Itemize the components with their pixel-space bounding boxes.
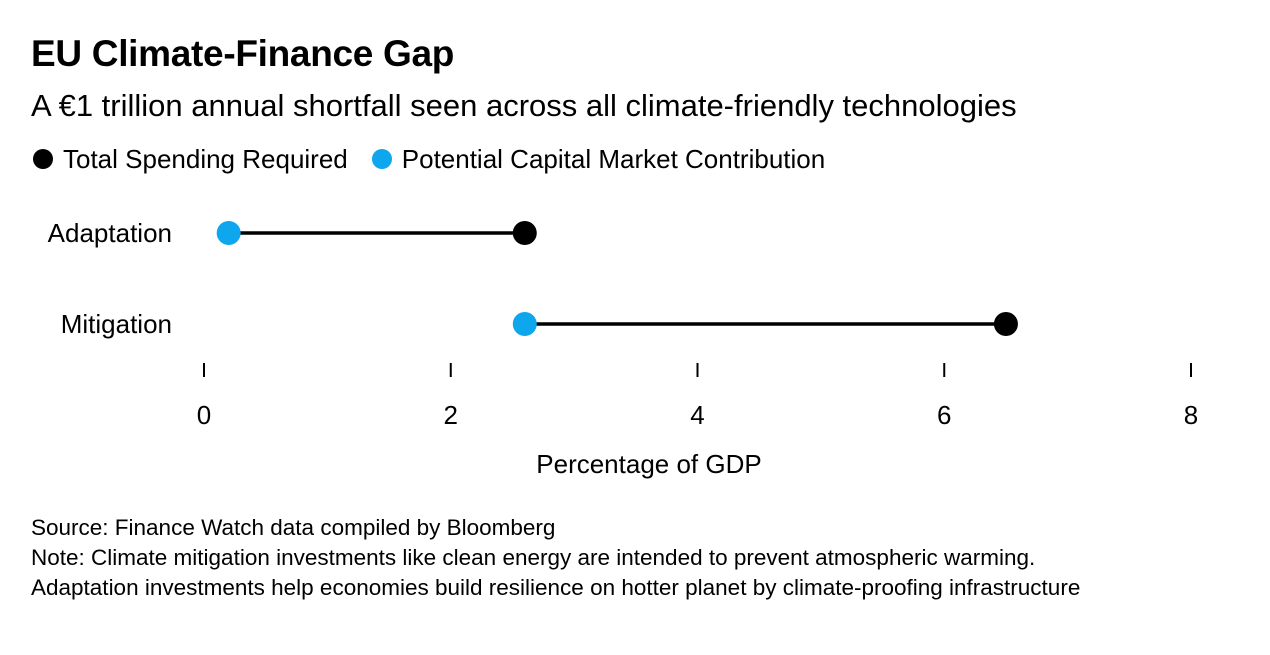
x-tick-label: 4 (690, 400, 704, 430)
point-mitigation-total (993, 312, 1018, 336)
point-mitigation-capital-market (512, 312, 537, 336)
x-tick-label: 2 (444, 400, 458, 430)
category-labels: Adaptation Mitigation (48, 218, 172, 339)
legend-item-capital-market: Potential Capital Market Contribution (371, 143, 826, 175)
x-tick-label: 0 (197, 400, 211, 430)
x-axis: 0 2 4 6 8 (197, 363, 1198, 430)
legend-item-total: Total Spending Required (33, 144, 348, 175)
x-tick-label: 8 (1184, 400, 1198, 430)
source-note: Source: Finance Watch data compiled by B… (31, 515, 556, 540)
x-tick-label: 6 (937, 400, 951, 430)
legend-label-capital-market: Potential Capital Market Contribution (401, 143, 826, 174)
dumbbell-chart: Adaptation Mitigation 0 2 4 6 8 Percentage of… (48, 218, 1199, 479)
x-axis-label: Percentage of GDP (536, 449, 761, 479)
legend: Total Spending Required Potential Capita… (33, 143, 849, 175)
legend-marker-capital-market (371, 149, 392, 169)
point-adaptation-total (512, 221, 537, 245)
legend-label-total: Total Spending Required (63, 143, 348, 174)
note-line-1: Note: Climate mitigation investments lik… (31, 545, 1036, 570)
legend-marker-total (33, 149, 53, 169)
note-line-2: Adaptation investments help economies bu… (31, 575, 1081, 600)
chart-subtitle: A €1 trillion annual shortfall seen acro… (31, 88, 1017, 123)
category-label-adaptation: Adaptation (48, 218, 172, 248)
footer: Source: Finance Watch data compiled by B… (31, 513, 1080, 603)
chart-title: EU Climate-Finance Gap (31, 33, 455, 74)
point-adaptation-capital-market (216, 221, 241, 245)
data-points (216, 221, 1018, 336)
connector-lines (228, 231, 1006, 326)
category-label-mitigation: Mitigation (61, 309, 172, 339)
